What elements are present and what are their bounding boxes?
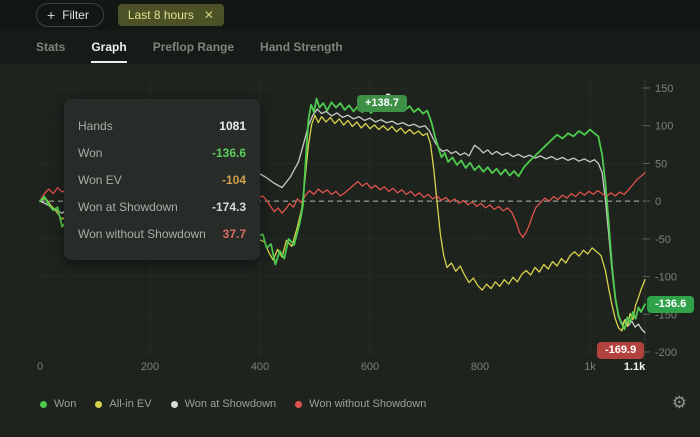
svg-text:200: 200 [141,361,159,373]
legend-item-won[interactable]: Won [40,398,76,410]
legend-item-won-at-showdown[interactable]: Won at Showdown [170,398,277,410]
max-value-badge: +138.7 [357,95,407,112]
svg-text:0: 0 [37,361,43,373]
svg-text:150: 150 [655,83,673,95]
remove-filter-icon[interactable]: ✕ [203,8,214,22]
tooltip-row-won-at-showdown: Won at Showdown -174.3 [78,193,246,220]
svg-text:50: 50 [655,158,667,170]
legend-item-all-in-ev[interactable]: All-in EV [95,398,152,410]
svg-text:1.1k: 1.1k [624,361,646,373]
filter-button[interactable]: + Filter [36,3,104,27]
tooltip-row-value: 37.7 [222,226,246,241]
legend-dot-won-without-showdown-icon [295,400,303,408]
svg-text:-50: -50 [655,234,671,246]
tooltip-row-value: -104 [221,172,246,187]
svg-text:100: 100 [655,121,673,133]
tab-stats[interactable]: Stats [36,40,66,54]
settings-gear-icon[interactable]: ⚙ [671,393,687,412]
svg-text:800: 800 [471,361,489,373]
tab-hand-strength[interactable]: Hand Strength [260,40,343,54]
tab-graph[interactable]: Graph [91,31,128,63]
stats-tooltip: Hands 1081 Won -136.6 Won EV -104 Won at… [64,99,260,260]
svg-text:400: 400 [251,361,269,373]
tooltip-row-label: Won without Showdown [78,226,206,241]
legend-label: Won at Showdown [184,398,277,410]
tooltip-row-won-without-showdown: Won without Showdown 37.7 [78,220,246,247]
legend-dot-won-icon [40,400,47,408]
tab-preflop-range[interactable]: Preflop Range [152,40,235,54]
svg-text:1k: 1k [584,361,596,373]
svg-text:-100: -100 [655,272,677,284]
legend-label: Won without Showdown [309,398,427,410]
tooltip-row-label: Won EV [78,172,122,187]
tooltip-row-value: 1081 [219,118,246,133]
tab-bar: Stats Graph Preflop Range Hand Strength [0,30,700,64]
filter-bar: + Filter Last 8 hours ✕ [0,0,700,30]
svg-text:600: 600 [361,361,379,373]
tooltip-row-won: Won -136.6 [78,139,246,166]
current-value-badge: -136.6 [647,296,695,313]
time-filter-label: Last 8 hours [127,8,194,22]
chart-legend: Won All-in EV Won at Showdown Won withou… [40,398,426,410]
svg-text:-200: -200 [655,347,677,359]
svg-text:0: 0 [655,196,661,208]
tooltip-row-label: Won at Showdown [78,199,178,214]
time-filter-chip[interactable]: Last 8 hours ✕ [117,4,224,26]
legend-label: Won [54,398,77,410]
tooltip-row-won-ev: Won EV -104 [78,166,246,193]
legend-label: All-in EV [109,398,152,410]
tooltip-row-value: -174.3 [211,199,246,214]
legend-item-won-without-showdown[interactable]: Won without Showdown [295,398,426,410]
min-value-badge: -169.9 [597,342,645,359]
tooltip-row-value: -136.6 [211,145,246,160]
tooltip-row-hands: Hands 1081 [78,112,246,139]
plus-icon: + [47,7,56,23]
tooltip-row-label: Won [78,145,103,160]
legend-dot-won-at-showdown-icon [170,400,178,408]
tooltip-row-label: Hands [78,118,113,133]
filter-button-label: Filter [62,8,89,22]
legend-dot-all-in-ev-icon [95,400,103,408]
